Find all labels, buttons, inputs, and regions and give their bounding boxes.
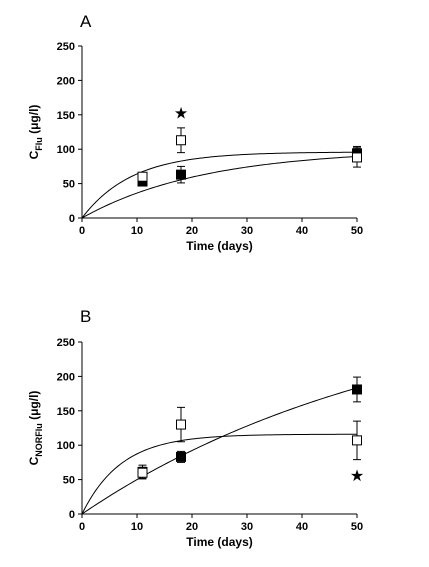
y-tick-label: 100 [57,144,75,156]
panel-b: B 0 50 100 150 200 250 0 10 20 30 40 50 Time (days) CN… [27,307,364,549]
y-axis-label: CFlu (μg/l) [27,105,44,160]
y-tick-label: 200 [57,75,75,87]
x-tick-label: 10 [131,225,143,237]
x-tick-label: 40 [296,225,308,237]
panel-a: A 0 50 100 150 200 250 0 10 20 30 40 50 Time (days) CF… [27,12,363,253]
x-tick-label: 0 [79,225,85,237]
open-square-point [352,435,362,446]
open-square-point [137,467,148,478]
open-square-point [176,135,186,146]
x-tick-label: 0 [79,521,85,533]
y-tick-label: 50 [63,179,75,191]
fit-curve-series-2 [81,151,358,219]
y-tick-label: 50 [63,475,75,487]
x-tick-label: 10 [131,521,143,533]
x-tick-label: 50 [351,521,363,533]
x-tick-label: 20 [186,521,198,533]
y-tick-label: 150 [57,110,75,122]
x-axis-label: Time (days) [186,239,252,253]
panel-letter: B [80,307,91,326]
fit-curve-series-2 [81,433,358,515]
y-tick-label: 200 [57,371,75,383]
x-tick-label: 40 [296,521,308,533]
filled-square-point [352,384,362,395]
filled-square-point [176,451,186,462]
x-tick-label: 20 [186,225,198,237]
y-tick-label: 0 [69,213,75,225]
open-square-point [137,171,148,182]
y-tick-label: 250 [57,41,75,53]
x-tick-label: 30 [241,521,253,533]
panel-letter: A [80,12,92,31]
open-square-point [176,419,186,430]
x-tick-label: 30 [241,225,253,237]
filled-square-point [176,169,186,180]
fit-curve-series-1 [81,155,358,219]
open-square-point [352,152,362,163]
y-tick-label: 100 [57,440,75,452]
significance-star: ★ [174,104,188,123]
significance-star: ★ [350,466,364,485]
y-tick-label: 150 [57,406,75,418]
fit-curve-series-1 [81,387,358,515]
x-axis-label: Time (days) [186,535,252,549]
x-tick-label: 50 [351,225,363,237]
y-tick-label: 250 [57,337,75,349]
y-tick-label: 0 [69,509,75,521]
y-axis-label: CNORFlu (μg/l) [27,391,44,466]
